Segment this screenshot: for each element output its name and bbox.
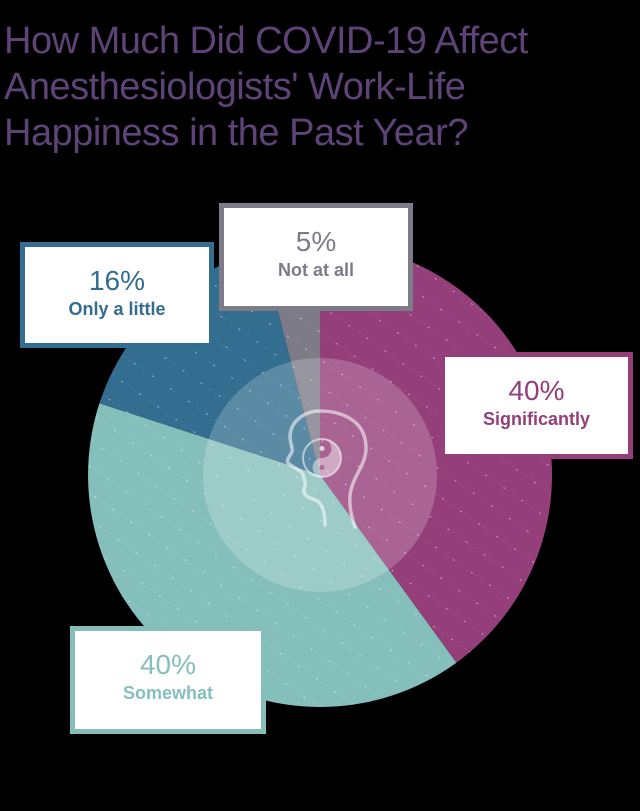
label-somewhat-pct: 40%	[139, 649, 197, 680]
label-only-a-little-pct: 16%	[88, 265, 146, 296]
label-not-at-all-category: Not at all	[277, 260, 354, 280]
label-significantly-pct: 40%	[508, 375, 565, 406]
label-not-at-all: 5% Not at all	[219, 203, 413, 311]
title-line-2: Anesthesiologists' Work-Life	[4, 66, 466, 108]
label-significantly: 40% Significantly	[440, 352, 633, 459]
pie-texture	[88, 243, 552, 707]
label-not-at-all-pct: 5%	[295, 226, 337, 257]
title-line-1: How Much Did COVID-19 Affect	[4, 20, 528, 62]
head-with-yin-yang-icon	[285, 409, 368, 529]
label-significantly-category: Significantly	[482, 409, 590, 429]
yin-yang-icon	[302, 438, 342, 478]
label-only-a-little-category: Only a little	[68, 299, 166, 319]
label-somewhat: 40% Somewhat	[70, 626, 266, 734]
label-only-a-little: 16% Only a little	[20, 242, 214, 348]
chart-title: How Much Did COVID-19 Affect Anesthesiol…	[4, 18, 634, 156]
center-circle	[203, 358, 437, 592]
label-somewhat-category: Somewhat	[122, 683, 214, 703]
title-line-3: Happiness in the Past Year?	[4, 112, 468, 154]
